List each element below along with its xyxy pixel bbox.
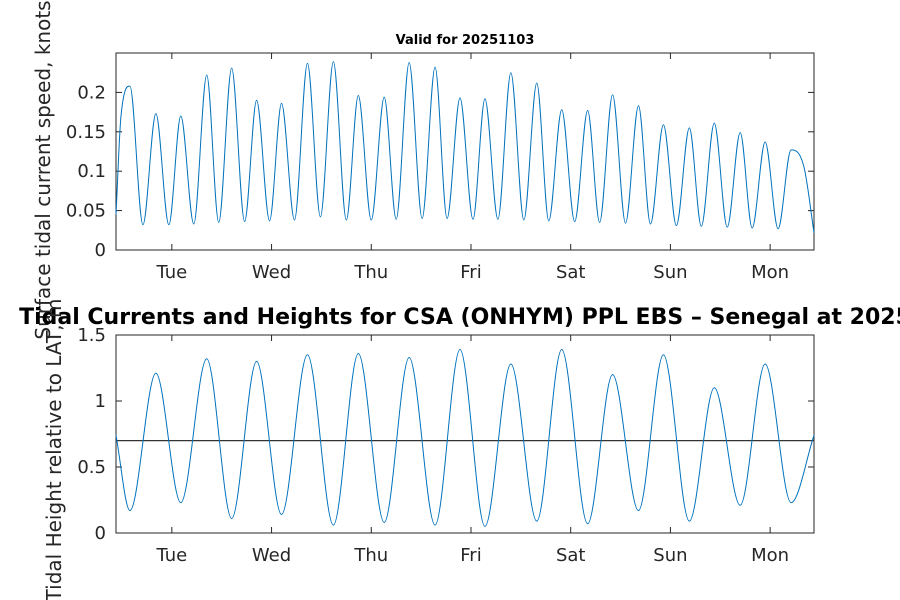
height-ytick-label: 0.5	[77, 457, 106, 478]
height-xtick-label: Tue	[155, 545, 187, 566]
current-xtick-label: Tue	[155, 262, 187, 283]
current-xtick-label: Sun	[653, 262, 687, 283]
current-ytick-label: 0	[95, 240, 106, 261]
current-xtick-label: Fri	[460, 262, 481, 283]
height-ytick-label: 0	[95, 523, 106, 544]
current-speed-panel: Valid for 20251103 Surface tidal current…	[31, 0, 815, 340]
height-y-axis-label: Tidal Height relative to LAT, m	[42, 299, 66, 600]
height-xtick-label: Fri	[460, 545, 481, 566]
current-ytick-label: 0.15	[66, 122, 106, 143]
tidal-height-line	[115, 349, 815, 527]
height-xtick-label: Sun	[653, 545, 687, 566]
current-chart-title: Valid for 20251103	[396, 33, 535, 48]
height-xtick-label: Mon	[751, 545, 789, 566]
height-ytick-label: 1	[95, 391, 106, 412]
height-axes-box	[115, 334, 815, 534]
height-ytick-label: 1.5	[77, 325, 106, 346]
height-xtick-label: Wed	[252, 545, 291, 566]
height-xtick-label: Thu	[353, 545, 388, 566]
current-ytick-label: 0.1	[77, 161, 106, 182]
current-speed-line	[115, 61, 815, 233]
current-xtick-label: Wed	[252, 262, 291, 283]
height-xtick-label: Sat	[556, 545, 586, 566]
current-xtick-label: Mon	[751, 262, 789, 283]
current-ytick-label: 0.2	[77, 82, 106, 103]
tidal-height-panel: Tidal Currents and Heights for CSA (ONHY…	[19, 299, 900, 600]
current-xtick-label: Sat	[556, 262, 586, 283]
current-xtick-label: Thu	[353, 262, 388, 283]
height-chart-title: Tidal Currents and Heights for CSA (ONHY…	[19, 305, 900, 330]
current-ytick-label: 0.05	[66, 201, 106, 222]
current-y-axis-label: Surface tidal current speed, knots	[31, 0, 55, 339]
current-axes-box	[115, 52, 815, 251]
